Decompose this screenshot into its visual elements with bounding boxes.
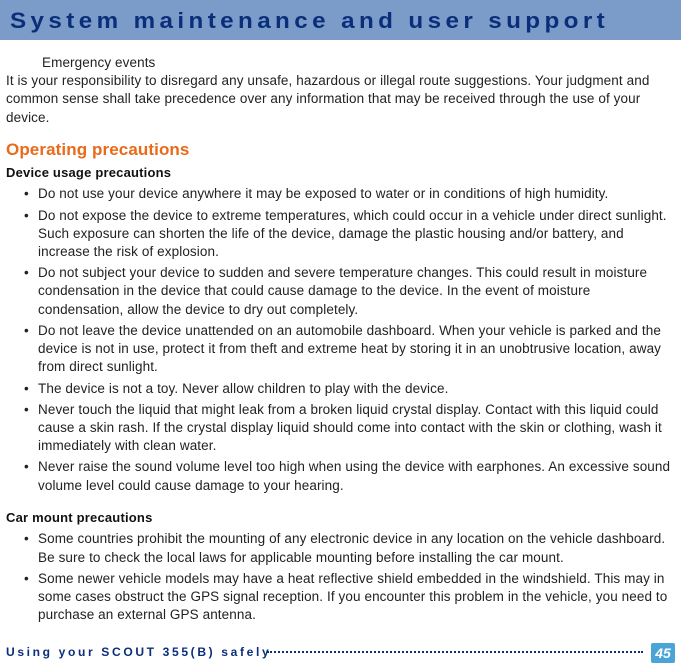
list-item: Do not leave the device unattended on an… bbox=[24, 322, 675, 377]
list-item: Some countries prohibit the mounting of … bbox=[24, 530, 675, 566]
list-item: Never touch the liquid that might leak f… bbox=[24, 401, 675, 456]
intro-paragraph: It is your responsibility to disregard a… bbox=[6, 72, 675, 127]
list-item: Do not use your device anywhere it may b… bbox=[24, 185, 675, 203]
page-content: Emergency events It is your responsibili… bbox=[0, 54, 681, 625]
subheading-car-mount: Car mount precautions bbox=[6, 509, 675, 527]
header-bar: System maintenance and user support bbox=[0, 0, 681, 40]
footer: Using your SCOUT 355(B) safely 45 bbox=[0, 643, 681, 663]
list-item: Do not expose the device to extreme temp… bbox=[24, 207, 675, 262]
list-item: The device is not a toy. Never allow chi… bbox=[24, 380, 675, 398]
device-usage-list: Do not use your device anywhere it may b… bbox=[6, 185, 675, 495]
section-heading: Operating precautions bbox=[6, 139, 675, 162]
list-item: Do not subject your device to sudden and… bbox=[24, 264, 675, 319]
list-item: Some newer vehicle models may have a hea… bbox=[24, 570, 675, 625]
car-mount-list: Some countries prohibit the mounting of … bbox=[6, 530, 675, 624]
footer-dots bbox=[267, 651, 643, 653]
footer-text: Using your SCOUT 355(B) safely bbox=[6, 647, 271, 659]
page-number-badge: 45 bbox=[651, 643, 675, 663]
intro-line: Emergency events bbox=[6, 54, 675, 72]
header-title: System maintenance and user support bbox=[10, 8, 681, 34]
subheading-device-usage: Device usage precautions bbox=[6, 164, 675, 182]
list-item: Never raise the sound volume level too h… bbox=[24, 458, 675, 494]
